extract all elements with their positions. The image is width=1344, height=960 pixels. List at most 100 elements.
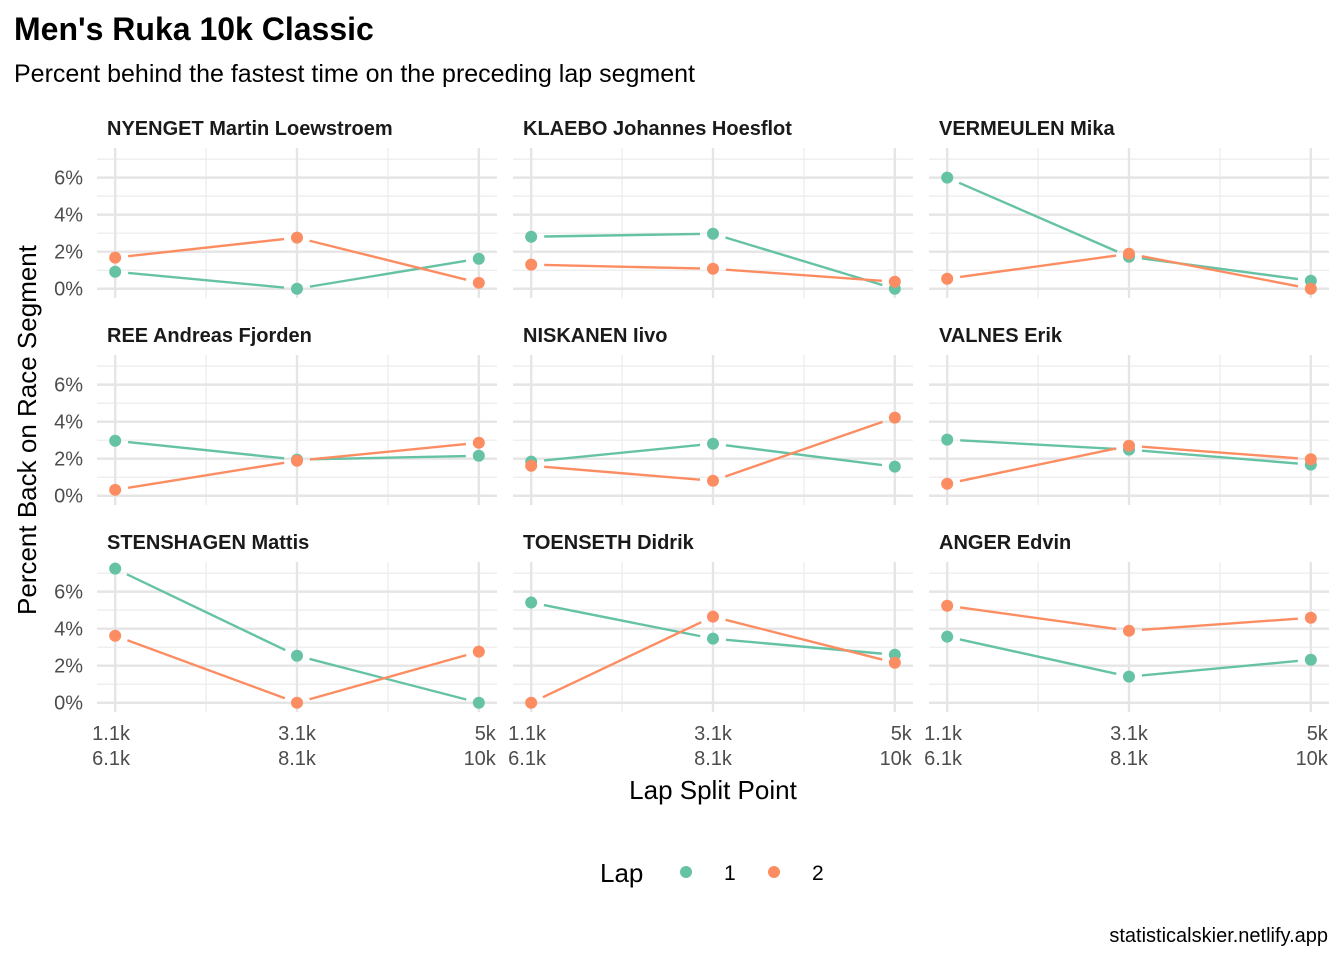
chart-title: Men's Ruka 10k Classic xyxy=(14,11,374,47)
data-point-lap-1 xyxy=(525,230,538,243)
series-line-lap-1 xyxy=(309,259,467,288)
facet-title: NISKANEN Iivo xyxy=(523,325,667,347)
series-line-lap-2 xyxy=(309,442,466,461)
series-line-lap-2 xyxy=(544,465,701,481)
facet-title: ANGER Edvin xyxy=(939,532,1071,554)
series-line-lap-1 xyxy=(128,271,285,289)
series-line-lap-1 xyxy=(543,603,701,638)
legend-label: 1 xyxy=(724,862,736,885)
y-tick-label: 6% xyxy=(54,582,83,604)
x-tick-label: 8.1k xyxy=(694,748,733,770)
data-point-lap-2 xyxy=(1123,247,1135,260)
x-tick-label: 3.1k xyxy=(1110,723,1149,745)
series-line-lap-2 xyxy=(1141,255,1299,288)
caption: statisticalskier.netlify.app xyxy=(1109,925,1328,947)
y-tick-label: 6% xyxy=(54,375,83,397)
series-line-lap-2 xyxy=(309,653,467,701)
facet-panel: STENSHAGEN Mattis 0% 2% 4% 6% 1.1k 6.1k 3.1k 8.1… xyxy=(54,532,497,770)
y-axis-label: Percent Back on Race Segment xyxy=(12,244,42,615)
data-point-lap-1 xyxy=(109,562,122,575)
series-line-lap-2 xyxy=(959,447,1117,483)
data-point-lap-1 xyxy=(291,282,303,295)
data-point-lap-1 xyxy=(525,596,538,609)
data-point-lap-2 xyxy=(941,599,954,612)
facet-panel: TOENSETH Didrik 1.1k 6.1k 3.1k 8.1k 5k 10k xyxy=(508,532,913,770)
data-point-lap-1 xyxy=(472,449,485,462)
series-line-lap-2 xyxy=(725,618,883,661)
series-line-lap-1 xyxy=(725,638,882,655)
data-point-lap-1 xyxy=(109,265,122,278)
data-point-lap-2 xyxy=(707,610,719,623)
facet-panel: VERMEULEN Mika xyxy=(929,118,1329,298)
data-point-lap-2 xyxy=(1123,624,1135,637)
series-line-lap-2 xyxy=(309,239,467,281)
data-point-lap-2 xyxy=(707,262,719,275)
data-point-lap-2 xyxy=(291,454,303,467)
facet-title: VERMEULEN Mika xyxy=(939,118,1115,140)
data-point-lap-2 xyxy=(525,258,538,271)
series-line-lap-2 xyxy=(127,237,285,258)
x-tick-label: 1.1k xyxy=(508,723,547,745)
x-tick-label: 6.1k xyxy=(924,748,963,770)
series-line-lap-1 xyxy=(958,181,1118,253)
series-line-lap-1 xyxy=(960,439,1117,451)
x-tick-label: 1.1k xyxy=(924,723,963,745)
data-point-lap-2 xyxy=(291,231,303,244)
series-line-lap-2 xyxy=(959,606,1117,631)
facet-panel: NYENGET Martin Loewstroem 0% 2% 4% 6% xyxy=(54,118,497,301)
series-line-lap-1 xyxy=(959,638,1117,676)
data-point-lap-1 xyxy=(1123,670,1135,683)
legend-key-lap-2 xyxy=(768,866,780,878)
x-tick-label: 5k xyxy=(1307,723,1329,745)
series-line-lap-2 xyxy=(1141,445,1298,460)
y-tick-label: 2% xyxy=(54,656,83,678)
data-point-lap-1 xyxy=(707,437,719,450)
data-point-lap-1 xyxy=(941,630,954,643)
x-tick-label: 5k xyxy=(891,723,913,745)
data-point-lap-1 xyxy=(472,252,485,265)
data-point-lap-1 xyxy=(941,433,954,446)
y-tick-label: 6% xyxy=(54,168,83,190)
y-tick-label: 2% xyxy=(54,449,83,471)
series-line-lap-2 xyxy=(126,639,286,700)
x-tick-label: 3.1k xyxy=(278,723,317,745)
x-tick-label: 10k xyxy=(464,748,497,770)
facet-title: STENSHAGEN Mattis xyxy=(107,532,309,554)
data-point-lap-1 xyxy=(472,696,485,709)
facet-title: TOENSETH Didrik xyxy=(523,532,695,554)
data-point-lap-1 xyxy=(888,460,901,473)
chart-subtitle: Percent behind the fastest time on the p… xyxy=(14,60,695,88)
y-tick-label: 4% xyxy=(54,619,83,641)
data-point-lap-1 xyxy=(941,171,954,184)
data-point-lap-1 xyxy=(1304,653,1317,666)
series-line-lap-2 xyxy=(724,420,883,478)
series-line-lap-2 xyxy=(959,254,1117,279)
data-point-lap-2 xyxy=(1304,282,1317,295)
data-point-lap-2 xyxy=(109,251,122,264)
series-line-lap-2 xyxy=(542,621,702,699)
x-tick-label: 5k xyxy=(475,723,497,745)
series-line-lap-1 xyxy=(126,573,286,652)
x-tick-label: 8.1k xyxy=(278,748,317,770)
data-point-lap-2 xyxy=(888,656,901,669)
data-point-lap-2 xyxy=(472,276,485,289)
series-line-lap-1 xyxy=(309,454,466,461)
data-point-lap-2 xyxy=(109,483,122,496)
facet-title: KLAEBO Johannes Hoesflot xyxy=(523,118,792,140)
x-tick-label: 10k xyxy=(880,748,913,770)
y-tick-label: 0% xyxy=(54,486,83,508)
data-point-lap-2 xyxy=(941,477,954,490)
facet-panel: VALNES Erik xyxy=(929,325,1329,505)
legend-label: 2 xyxy=(812,862,824,885)
series-line-lap-1 xyxy=(544,232,701,238)
data-point-lap-2 xyxy=(525,459,538,472)
data-point-lap-2 xyxy=(888,275,901,288)
data-point-lap-2 xyxy=(707,474,719,487)
y-tick-label: 2% xyxy=(54,242,83,264)
series-line-lap-2 xyxy=(725,268,882,282)
data-point-lap-2 xyxy=(525,696,538,709)
x-tick-label: 6.1k xyxy=(92,748,131,770)
series-line-lap-1 xyxy=(725,236,883,287)
series-line-lap-2 xyxy=(127,461,285,489)
y-tick-label: 4% xyxy=(54,205,83,227)
